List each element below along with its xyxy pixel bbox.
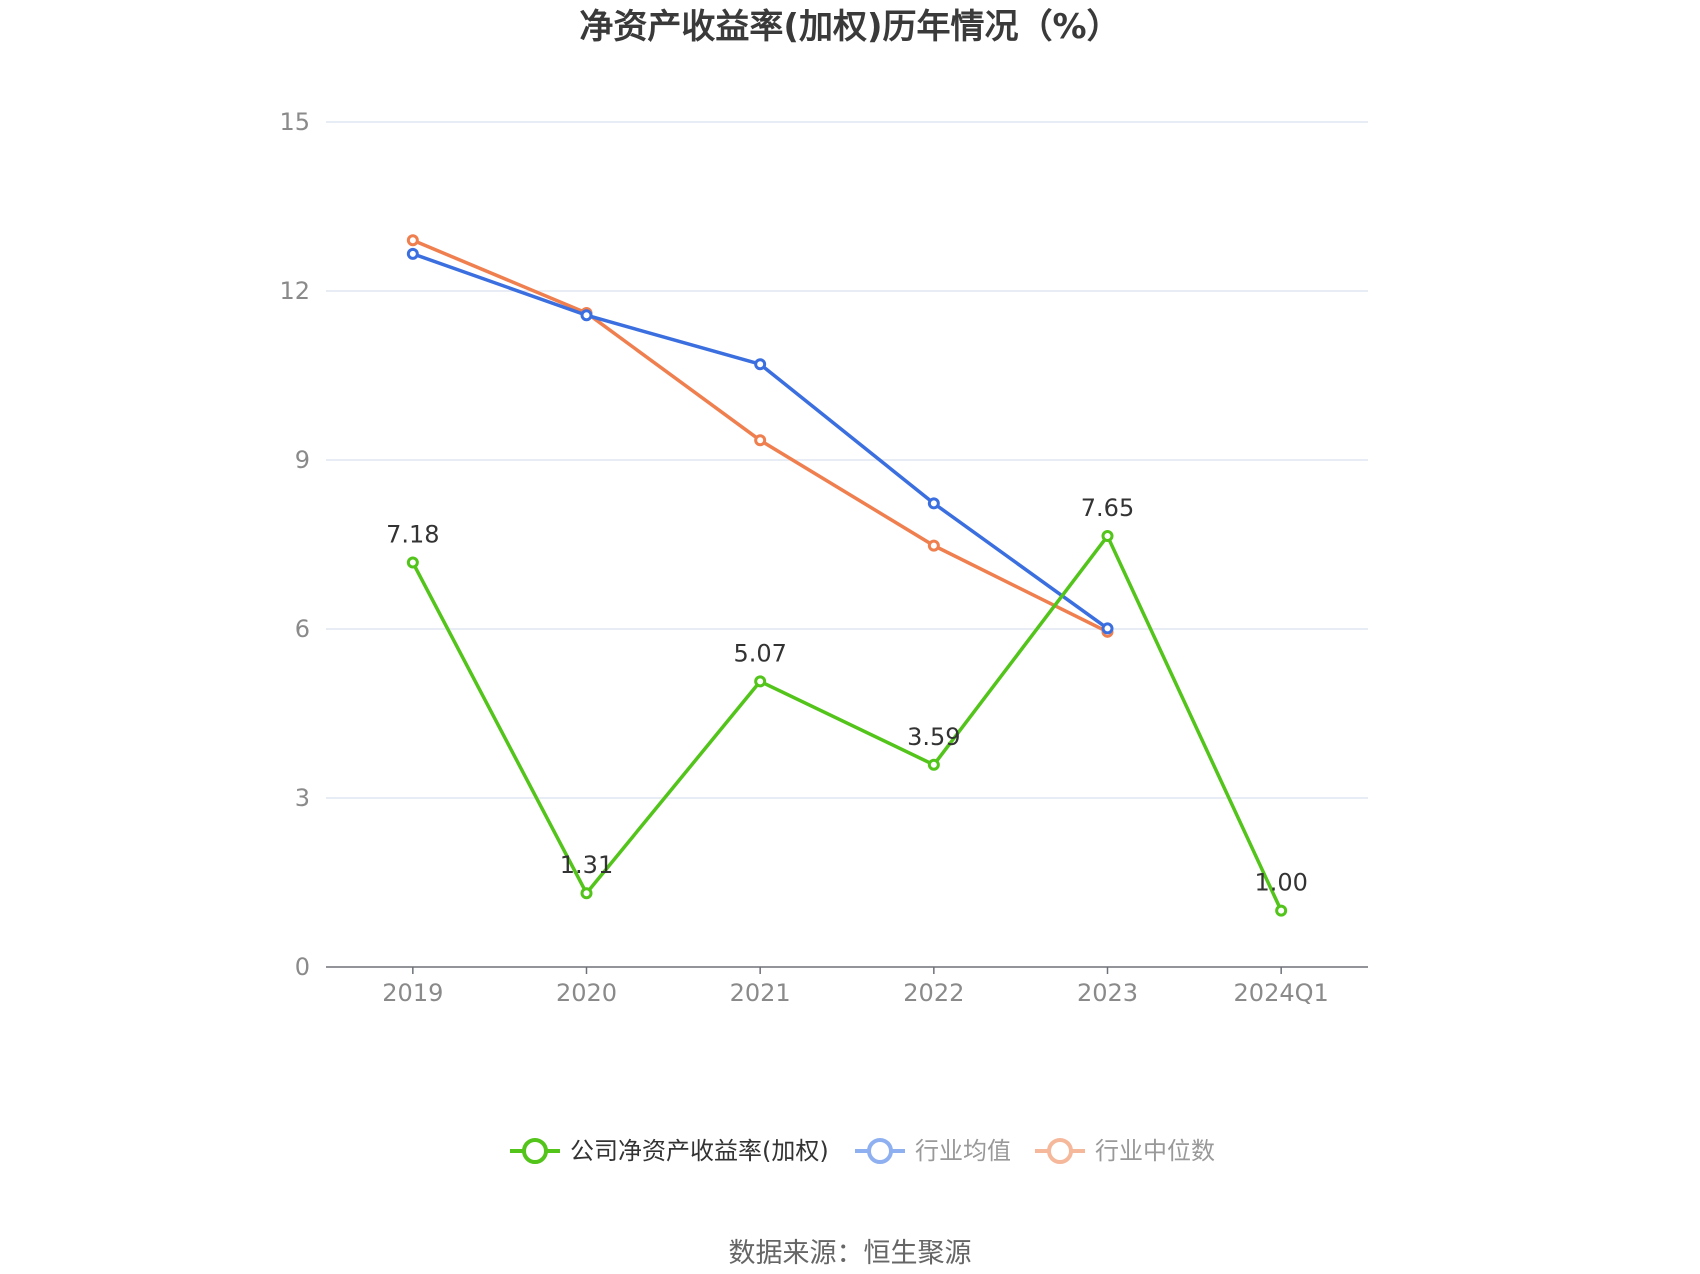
data-label: 5.07	[733, 639, 786, 667]
series-1-point[interactable]	[406, 247, 419, 260]
y-tick-label: 6	[295, 615, 310, 643]
data-label: 1.31	[560, 851, 613, 879]
series-0-point[interactable]	[1275, 904, 1288, 917]
series-0-line	[411, 534, 1283, 912]
chart-title: 净资产收益率(加权)历年情况（%）	[579, 7, 1120, 47]
series-1-point[interactable]	[580, 309, 593, 322]
x-tick-label: 2021	[730, 979, 791, 1007]
series-0-point[interactable]	[927, 758, 940, 771]
x-tick-label: 2022	[903, 979, 964, 1007]
series-0-point[interactable]	[754, 675, 767, 688]
series-2-point[interactable]	[406, 234, 419, 247]
y-tick-label: 3	[295, 784, 310, 812]
series-group	[406, 234, 1288, 917]
grid-lines	[326, 121, 1368, 799]
x-tick-label: 2023	[1077, 979, 1138, 1007]
data-label: 3.59	[907, 723, 960, 751]
legend-label: 公司净资产收益率(加权)	[570, 1137, 829, 1165]
legend-marker	[867, 1138, 893, 1164]
series-0-point[interactable]	[1101, 530, 1114, 543]
data-label: 7.18	[386, 521, 439, 549]
legend-label: 行业中位数	[1095, 1137, 1215, 1165]
series-1-point[interactable]	[927, 497, 940, 510]
legend-item-1[interactable]: 行业均值	[855, 1137, 1011, 1165]
x-tick-label: 2020	[556, 979, 617, 1007]
y-axis: 0 3 6 9 12 15	[279, 108, 310, 981]
x-tick-label: 2024Q1	[1234, 979, 1329, 1007]
x-axis: 2019 2020 2021 2022 2023 2024Q1	[326, 966, 1368, 1007]
y-tick-label: 12	[279, 277, 310, 305]
series-0-point[interactable]	[406, 556, 419, 569]
x-tick-label: 2019	[382, 979, 443, 1007]
data-labels: 7.18 1.31 5.07 3.59 7.65 1.00	[386, 494, 1308, 897]
legend-marker	[1047, 1138, 1073, 1164]
series-1-point[interactable]	[1101, 622, 1114, 635]
series-1-point[interactable]	[754, 358, 767, 371]
data-source: 数据来源：恒生聚源	[729, 1238, 972, 1269]
legend-item-2[interactable]: 行业中位数	[1035, 1137, 1215, 1165]
series-2-point[interactable]	[927, 539, 940, 552]
series-2-point[interactable]	[754, 434, 767, 447]
data-label: 7.65	[1081, 494, 1134, 522]
data-label: 1.00	[1254, 869, 1307, 897]
legend-item-0[interactable]: 公司净资产收益率(加权)	[510, 1137, 829, 1165]
legend-label: 行业均值	[915, 1137, 1011, 1165]
legend[interactable]: 公司净资产收益率(加权) 行业均值 行业中位数	[510, 1137, 1215, 1165]
y-tick-label: 0	[295, 953, 310, 981]
legend-marker	[522, 1138, 548, 1164]
series-0-point[interactable]	[580, 887, 593, 900]
y-tick-label: 15	[279, 108, 310, 136]
y-tick-label: 9	[295, 446, 310, 474]
